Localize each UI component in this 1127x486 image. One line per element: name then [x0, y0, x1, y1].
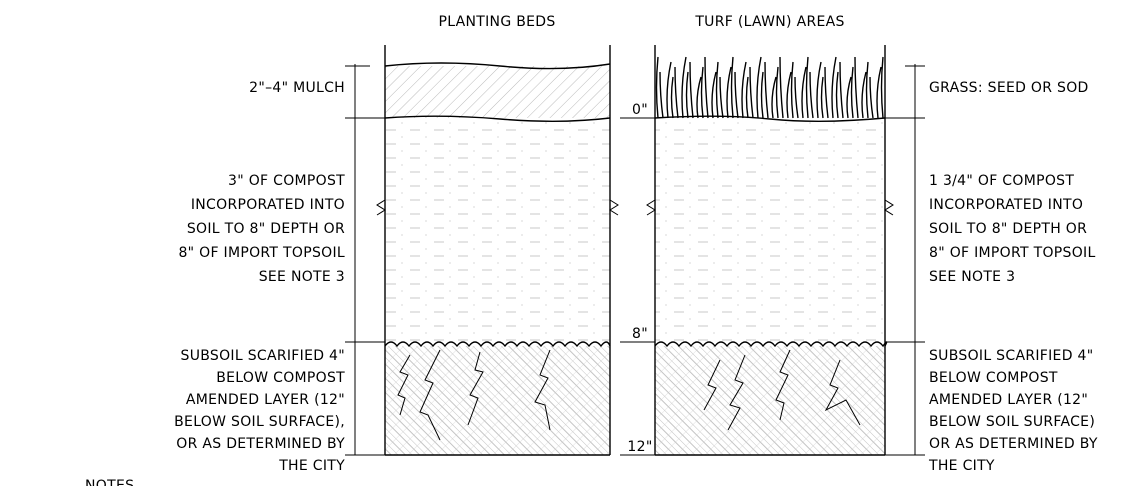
label-line: BELOW SOIL SURFACE) [929, 414, 1095, 430]
label-line: SOIL TO 8" DEPTH OR [187, 221, 345, 237]
label-line: THE CITY [928, 458, 995, 474]
depth-label: 8" [632, 326, 648, 342]
label-line: SUBSOIL SCARIFIED 4" [929, 348, 1093, 364]
depth-label: 0" [632, 102, 648, 118]
label-line: THE CITY [278, 458, 345, 474]
label-line: INCORPORATED INTO [191, 197, 345, 213]
break-marks [376, 199, 894, 216]
label-line: 1 3/4" OF COMPOST [929, 173, 1074, 189]
label-line: OR AS DETERMINED BY [929, 436, 1098, 452]
label-line: 3" OF COMPOST [228, 173, 345, 189]
depth-label: 12" [627, 439, 652, 455]
label-line: AMENDED LAYER (12" [929, 392, 1088, 408]
label-line: 8" OF IMPORT TOPSOIL [929, 245, 1096, 261]
layer-label: GRASS: SEED OR SOD [929, 80, 1089, 96]
notes-heading: NOTES [85, 478, 134, 486]
label-line: AMENDED LAYER (12" [186, 392, 345, 408]
turf-section [654, 45, 888, 456]
label-line: OR AS DETERMINED BY [176, 436, 345, 452]
label-line: INCORPORATED INTO [929, 197, 1083, 213]
label-line: SEE NOTE 3 [929, 269, 1015, 285]
label-line: 8" OF IMPORT TOPSOIL [178, 245, 345, 261]
planting-bed-section [384, 45, 611, 456]
label-line: BELOW COMPOST [216, 370, 345, 386]
label-line: BELOW SOIL SURFACE), [174, 414, 345, 430]
column-title: TURF (LAWN) AREAS [694, 14, 844, 30]
label-line: BELOW COMPOST [929, 370, 1058, 386]
column-title: PLANTING BEDS [438, 14, 555, 30]
label-line: SEE NOTE 3 [259, 269, 345, 285]
dimension-lines [345, 64, 925, 456]
layer-label: 2"–4" MULCH [249, 80, 345, 96]
label-line: SUBSOIL SCARIFIED 4" [181, 348, 345, 364]
label-line: SOIL TO 8" DEPTH OR [929, 221, 1087, 237]
